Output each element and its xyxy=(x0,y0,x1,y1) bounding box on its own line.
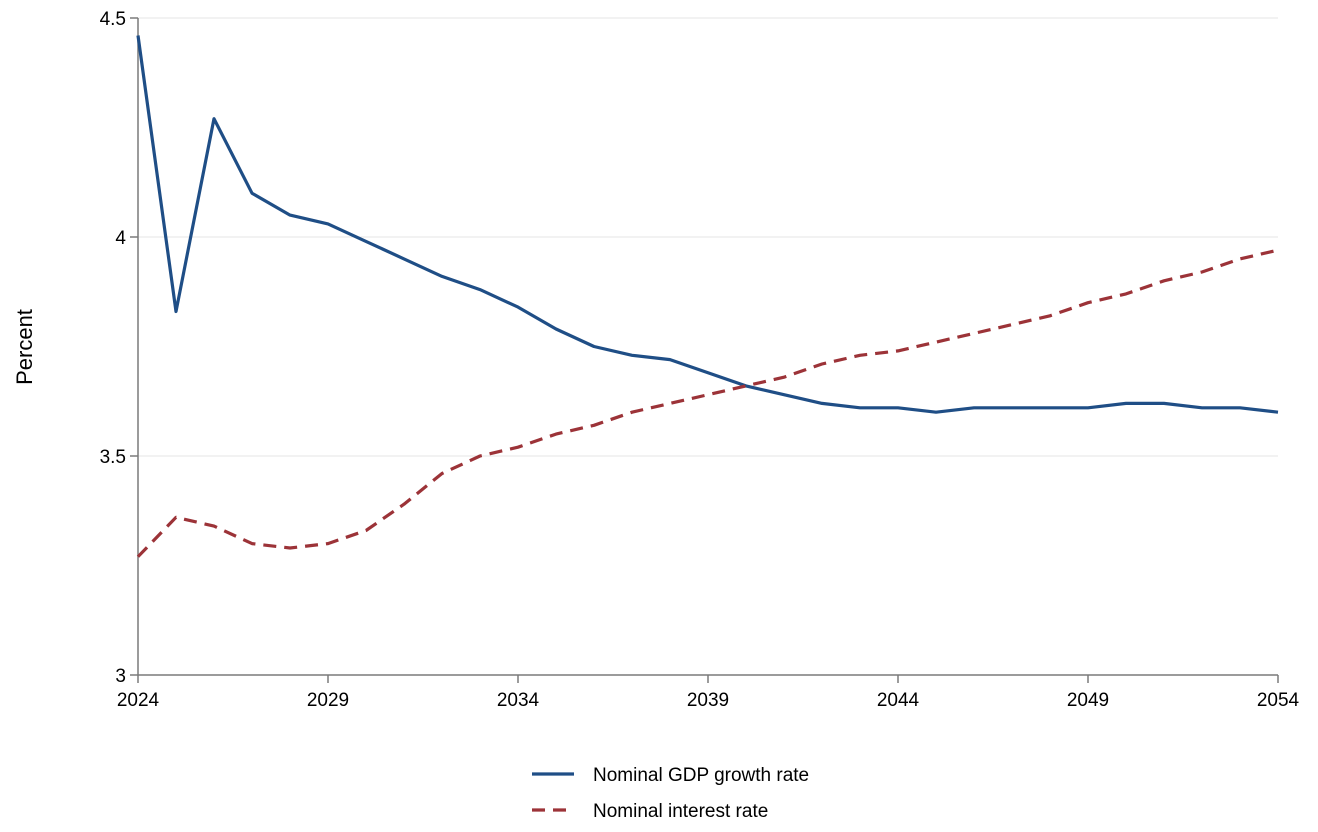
series-line-2 xyxy=(136,248,1279,558)
gridlines xyxy=(138,17,1278,457)
y-tick-label: 4 xyxy=(115,228,126,249)
series-lines xyxy=(136,35,1279,558)
y-tick-label: 3.5 xyxy=(100,447,126,468)
legend-label-2: Nominal interest rate xyxy=(593,801,768,822)
series-line-1 xyxy=(136,35,1279,414)
x-tick-label: 2029 xyxy=(307,690,349,711)
x-tick-label: 2054 xyxy=(1257,690,1300,711)
y-tick-label: 3 xyxy=(115,666,126,687)
x-tick-label: 2039 xyxy=(687,690,729,711)
x-tick-label: 2049 xyxy=(1067,690,1109,711)
x-tick-label: 2044 xyxy=(877,690,920,711)
x-tick-label: 2024 xyxy=(117,690,160,711)
x-tick-label: 2034 xyxy=(497,690,540,711)
legend-label-1: Nominal GDP growth rate xyxy=(593,765,809,786)
y-tick-label: 4.5 xyxy=(100,9,126,30)
legend: Nominal GDP growth rate Nominal interest … xyxy=(532,765,809,822)
axes: 3 3.5 4 4.5 2024 2029 2034 2039 2044 2049 2054 xyxy=(100,9,1300,711)
y-axis-title: Percent xyxy=(12,309,37,385)
